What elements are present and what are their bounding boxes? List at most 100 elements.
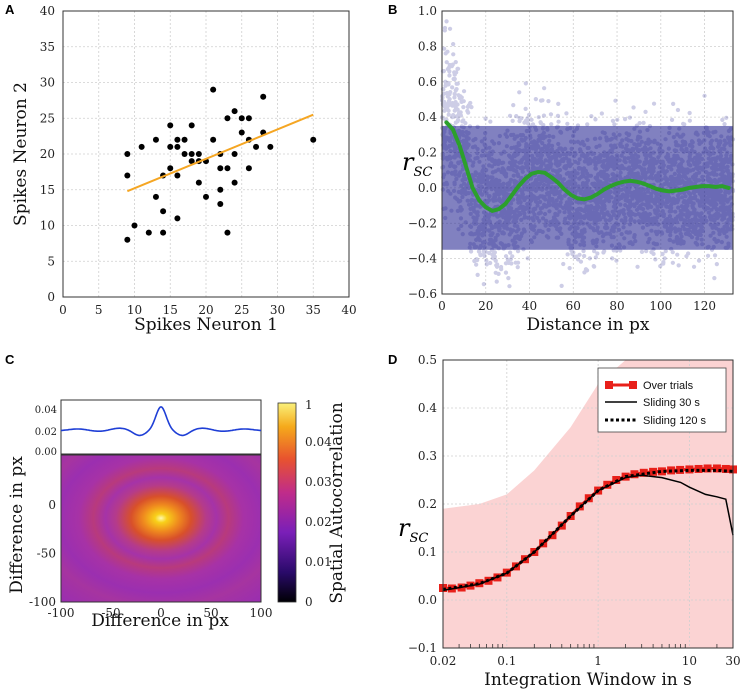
panel-a-point xyxy=(181,136,188,143)
panel-b-ytick-label: 0.2 xyxy=(418,146,437,160)
panel-d-ytick-label: 0.1 xyxy=(418,545,437,559)
panel-c-xtick-label: 50 xyxy=(203,606,218,620)
panel-a-fit-line xyxy=(126,113,314,193)
panel-a-point xyxy=(181,151,188,157)
panel-a-point xyxy=(167,122,174,129)
panel-d-series-over-trials-marker xyxy=(475,579,484,588)
panel-a-point xyxy=(167,165,174,172)
panel-d-series-over-trials-marker xyxy=(703,464,712,473)
panel-a-point xyxy=(160,208,167,215)
panel-c-profile-frame xyxy=(60,399,262,455)
panel-c-xtick-label: 100 xyxy=(250,606,273,620)
panel-a-point xyxy=(260,93,267,100)
panel-c-xtick-label: -100 xyxy=(48,606,75,620)
panel-b-ylabel: rSC xyxy=(402,148,432,180)
panel-d-xtick-label: 1 xyxy=(594,654,602,668)
panel-a-point xyxy=(203,193,209,200)
panel-a-point xyxy=(245,115,252,122)
panel-a-point xyxy=(224,165,231,172)
panel-b-ytick-label: 0.8 xyxy=(418,39,437,53)
panel-d-line: D 0.02 0.1 1 10 30 −0.1 0.0 0.1 0.2 0.3 0.4 0.5 Ove… xyxy=(388,352,741,690)
panel-c-colorbar-tick-label: 1 xyxy=(305,398,313,412)
panel-c-heatmap-image xyxy=(61,455,261,602)
panel-d-legend-marker-over-trials xyxy=(605,381,613,389)
panel-a-point xyxy=(160,229,167,236)
panel-a-xtick-label: 5 xyxy=(95,303,103,317)
panel-a-point xyxy=(174,215,181,222)
panel-a-point xyxy=(238,115,245,122)
panel-a-frame xyxy=(62,10,350,298)
panel-c-heatmap-frame xyxy=(60,454,262,603)
panel-a-ytick-label: 35 xyxy=(40,40,55,54)
panel-a-point xyxy=(152,136,159,143)
panel-c-xtick-label: -50 xyxy=(101,606,120,620)
panel-c-xlabel: Difference in px xyxy=(91,611,229,631)
panel-d-series-over-trials-marker xyxy=(712,464,721,473)
panel-a-point xyxy=(124,151,131,157)
panel-a-point xyxy=(138,143,145,150)
panel-b-ticks: 0 20 40 60 80 100 120 −0.6 −0.4 −0.2 0.0 0.2 0.4 0.6 0… xyxy=(408,4,716,313)
panel-a-point xyxy=(174,143,181,150)
panel-d-legend-marker-over-trials xyxy=(629,381,637,389)
panel-a-xtick-label: 40 xyxy=(341,303,356,317)
panel-c-ticks: -100 -50 0 50 100 -100 -50 0 xyxy=(29,498,272,620)
panel-d-legend-label: Sliding 120 s xyxy=(643,415,706,427)
panel-b-xtick-label: 80 xyxy=(609,299,624,313)
panel-d-ylabel: rSC xyxy=(398,514,428,546)
panel-d-xtick-label: 0.02 xyxy=(430,654,457,668)
panel-c-heatmap: C 0.04 0.02 0.00 -100 -50 0 50 100 -100 -50 0 0 0.… xyxy=(5,352,347,631)
panel-c-ytick-label: 0 xyxy=(48,498,56,512)
panel-b-ytick-label: −0.6 xyxy=(408,287,437,301)
panel-b-xtick-label: 40 xyxy=(522,299,537,313)
panel-a-ytick-label: 5 xyxy=(47,254,55,268)
panel-c-ytick-label: -100 xyxy=(29,595,56,609)
panel-a-point xyxy=(124,236,131,243)
panel-a-point xyxy=(188,158,195,165)
panel-a-point xyxy=(231,108,238,115)
panel-d-series-over-trials-marker xyxy=(685,465,694,474)
panel-a-ytick-label: 20 xyxy=(40,147,55,161)
panel-a-point xyxy=(224,115,231,122)
panel-c-profile-ytick-label: 0.02 xyxy=(35,427,57,438)
panel-b-xtick-label: 20 xyxy=(478,299,493,313)
panel-b-point-cloud xyxy=(439,19,736,289)
panel-b-scatter: B 0 20 40 60 80 100 120 −0.6 −0.4 −0.2 0.0 0.2 0.4 0.… xyxy=(388,2,736,335)
panel-c-colorbar-ticks: 0 0.01 0.02 0.03 0.04 1 xyxy=(305,398,332,609)
panel-d-legend-label: Over trials xyxy=(643,380,694,392)
panel-b-ytick-label: 1.0 xyxy=(418,4,437,18)
panel-a-point xyxy=(195,179,202,186)
panel-a-point xyxy=(174,172,181,179)
panel-a-point xyxy=(124,172,131,179)
panel-a-point xyxy=(131,222,138,229)
panel-d-ytick-label: 0.5 xyxy=(418,353,437,367)
panel-a-xtick-label: 25 xyxy=(234,303,249,317)
panel-d-series-over-trials-marker xyxy=(657,467,666,476)
panel-c-letter: C xyxy=(5,352,15,367)
panel-b-xtick-label: 60 xyxy=(566,299,581,313)
panel-c-profile-curve xyxy=(60,406,262,437)
panel-a-point xyxy=(210,86,217,93)
panel-b-ytick-label: 0.4 xyxy=(418,110,437,124)
panel-d-frame xyxy=(442,359,734,649)
panel-a-point xyxy=(174,136,181,143)
panel-a-points xyxy=(124,86,317,243)
panel-a-ytick-label: 15 xyxy=(40,183,55,197)
panel-a-point xyxy=(188,151,195,157)
panel-d-legend-label: Sliding 30 s xyxy=(643,397,700,409)
panel-c-colorbar xyxy=(277,402,297,603)
panel-d-ytick-label: −0.1 xyxy=(408,641,437,655)
panel-b-frame xyxy=(441,10,734,295)
panel-c-profile-ytick-label: 0.04 xyxy=(35,405,57,416)
panel-d-ticks: 0.02 0.1 1 10 30 −0.1 0.0 0.1 0.2 0.3 0.4 0.5 xyxy=(408,353,741,668)
panel-c-profile-ytick-label: 0.00 xyxy=(35,447,57,458)
panel-a-point xyxy=(217,201,224,208)
panel-c-ytick-label: -50 xyxy=(37,547,56,561)
panel-a-ytick-label: 25 xyxy=(40,111,55,125)
panel-a-point xyxy=(224,229,231,236)
panel-d-ytick-label: 0.0 xyxy=(418,593,437,607)
panel-a-point xyxy=(310,136,317,143)
panel-a-ytick-label: 30 xyxy=(40,76,55,90)
panel-a-grid xyxy=(62,10,350,298)
panel-c-colorbar-tick-label: 0.03 xyxy=(305,475,332,489)
panel-d-series-over-trials-marker xyxy=(630,470,639,479)
